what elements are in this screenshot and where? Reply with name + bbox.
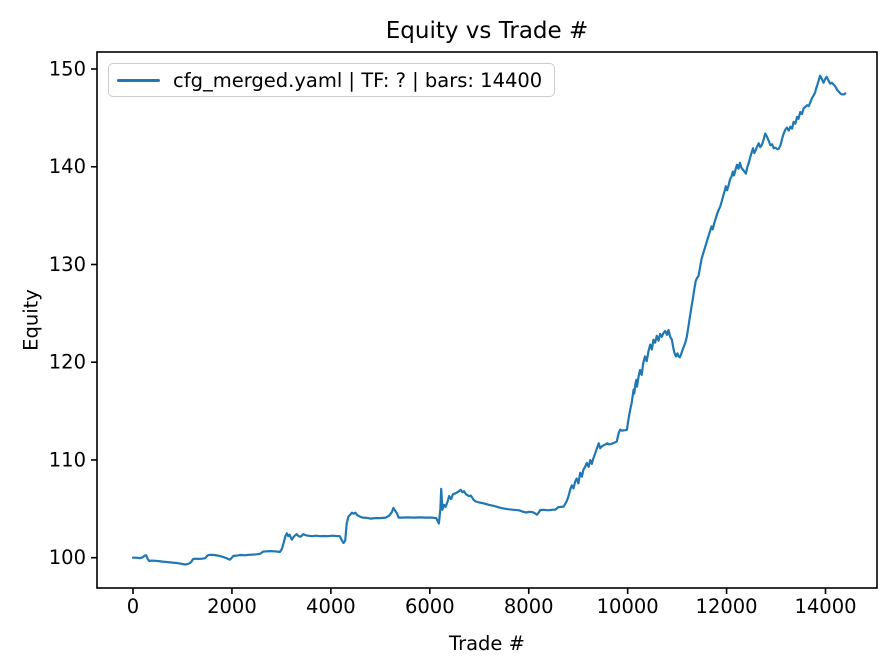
y-axis-label: Equity [19, 289, 43, 351]
x-tick-label: 8000 [504, 595, 554, 618]
equity-line [131, 74, 847, 566]
x-tick-label: 12000 [696, 595, 758, 618]
x-tick-label: 4000 [306, 595, 356, 618]
y-tick-label: 130 [49, 253, 86, 276]
plot-border [96, 51, 878, 589]
y-tick-label: 110 [49, 448, 86, 471]
x-axis-label: Trade # [449, 632, 525, 655]
y-tick-label: 120 [49, 351, 86, 374]
legend-box: cfg_merged.yaml | TF: ? | bars: 14400 [108, 63, 556, 97]
x-tick-label: 6000 [405, 595, 455, 618]
x-tick-label: 0 [127, 595, 139, 618]
y-tick-label: 100 [49, 546, 86, 569]
x-tick-label: 14000 [794, 595, 856, 618]
chart-title: Equity vs Trade # [385, 18, 589, 44]
legend-line-swatch [117, 78, 160, 82]
legend-entry-label: cfg_merged.yaml | TF: ? | bars: 14400 [173, 68, 543, 92]
y-tick-label: 140 [49, 155, 86, 178]
x-tick-label: 2000 [207, 595, 257, 618]
y-tick-label: 150 [49, 58, 86, 81]
x-tick-label: 10000 [597, 595, 659, 618]
